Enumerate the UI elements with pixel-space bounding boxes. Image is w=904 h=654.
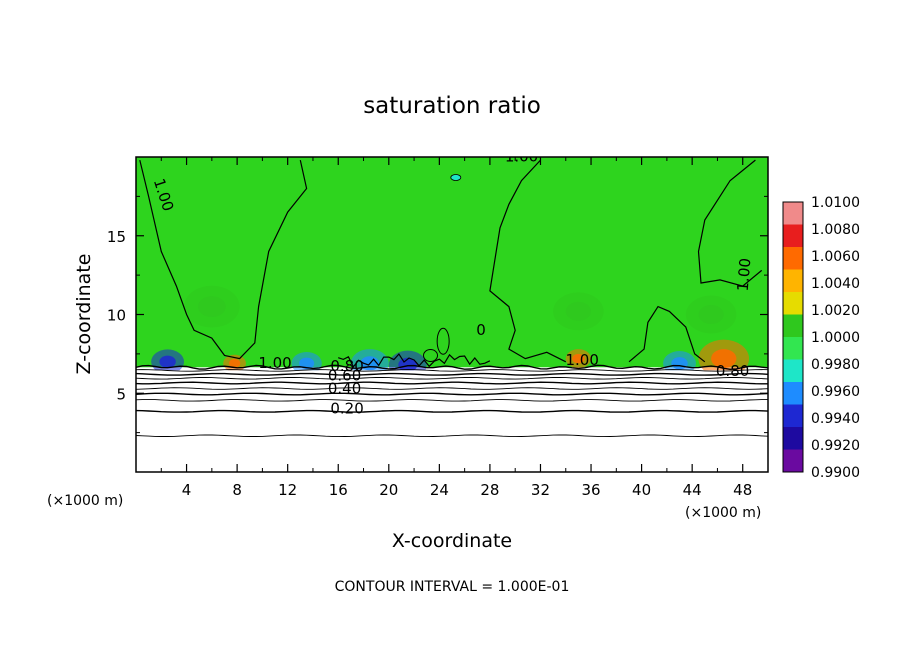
y-axis-label: Z-coordinate [73,254,95,375]
colorbar-frame [782,201,804,473]
y-tick-label: 10 [107,307,126,325]
colorbar-swatch [783,247,803,270]
warm-spot [184,285,240,328]
colorbar-label: 1.0080 [811,222,860,238]
colorbar-label: 0.9940 [811,411,860,427]
colorbar-label: 0.9960 [811,384,860,400]
warm-spot [565,349,592,369]
colorbar-swatch [783,292,803,315]
contour-label: 1.00 [565,351,598,369]
colorbar-label: 1.0060 [811,249,860,265]
stable-layer-contour [136,434,768,438]
contour-label: 0.40 [328,379,361,397]
colorbar-swatch [783,427,803,450]
x-axis-label: X-coordinate [392,530,512,552]
colorbar-label: 1.0100 [811,195,860,211]
contour-label: 1.00 [505,148,538,166]
y-tick-label: 15 [107,228,126,246]
x-unit-label: (×1000 m) [685,505,761,521]
x-axis-ticks: 4 8 12 16 20 24 28 32 36 40 44 48 [160,157,752,499]
x-tick-label: 4 [182,481,192,499]
x-tick-label: 8 [232,481,242,499]
x-tick-label: 12 [278,481,297,499]
y-axis-ticks: 5 10 15 [107,195,768,434]
chart-title: saturation ratio [363,93,541,119]
stable-layer-contour [136,372,768,376]
contour-label: 0.80 [716,362,749,380]
colorbar-swatch [783,224,803,247]
stable-layer-contour [136,392,768,396]
colorbar: 1.0100 1.0080 1.0060 1.0040 1.0020 1.0000 0.99… [782,195,860,481]
contour-label: 0 [476,321,486,339]
warm-spot [553,292,604,331]
x-tick-label: 32 [531,481,550,499]
stable-layer-contour [136,387,768,390]
colorbar-label: 0.9980 [811,357,860,373]
warm-spot [685,295,737,334]
x-tick-label: 40 [632,481,651,499]
contour-label: 1.00 [734,257,755,292]
stable-layer-contour [136,399,768,402]
dry-spot [291,351,322,375]
warm-spot [698,339,750,378]
colorbar-swatch [783,202,803,225]
x-tick-label: 20 [379,481,398,499]
contour-label: 0.20 [330,400,363,418]
colorbar-label: 0.9900 [811,465,860,481]
colorbar-swatch [783,269,803,292]
colorbar-swatch [783,382,803,405]
stable-layer-contour [136,381,768,385]
colorbar-swatch [783,404,803,427]
cloud-patch [338,174,491,368]
stable-layer-contour [136,377,768,380]
colorbar-swatch [783,359,803,382]
stable-layer-contour [136,364,768,371]
y-tick-label: 5 [116,385,126,403]
stable-layer-contour [136,409,768,413]
colorbar-label: 1.0040 [811,276,860,292]
colorbar-label: 1.0020 [811,303,860,319]
dry-spot [151,349,185,375]
x-tick-label: 36 [581,481,600,499]
x-tick-label: 16 [329,481,348,499]
colorbar-label: 0.9920 [811,438,860,454]
colorbar-swatch [783,449,803,472]
contour-line-1-00 [489,159,567,363]
colorbar-swatch [783,314,803,337]
contour-line-1-00 [697,159,763,287]
x-tick-label: 28 [480,481,499,499]
colorbar-label: 1.0000 [811,330,860,346]
z-unit-label: (×1000 m) [47,493,123,509]
contour-label: 0.80 [330,357,363,375]
contour-line-1-00 [139,159,308,360]
contour-line-1-00 [628,305,706,363]
contour-label: 1.00 [258,354,291,372]
x-tick-label: 44 [683,481,702,499]
x-tick-label: 48 [733,481,752,499]
stable-layer-contour [136,369,768,372]
contour-label: 0.60 [328,367,361,385]
colorbar-swatch [783,337,803,360]
x-tick-label: 24 [430,481,449,499]
contour-interval-footer: CONTOUR INTERVAL = 1.000E-01 [335,579,570,595]
